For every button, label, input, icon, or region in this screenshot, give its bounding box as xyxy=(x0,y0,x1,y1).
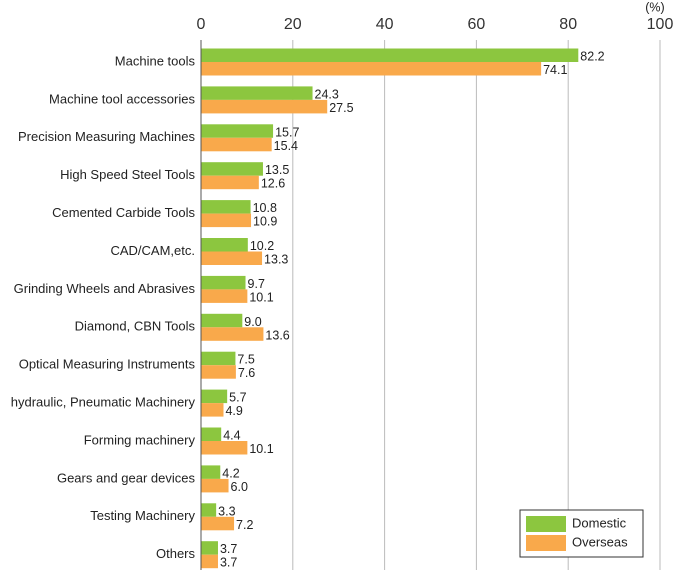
bar xyxy=(201,162,263,176)
bar xyxy=(201,465,221,479)
bar xyxy=(201,403,224,417)
bar xyxy=(201,327,264,341)
bar xyxy=(201,503,217,517)
x-tick-label: 100 xyxy=(647,16,674,33)
legend-swatch xyxy=(526,535,566,551)
unit-label: (%) xyxy=(645,0,664,14)
y-tick-label: Others xyxy=(156,546,196,561)
y-tick-label: CAD/CAM,etc. xyxy=(110,243,195,258)
value-label: 7.2 xyxy=(236,518,253,532)
value-label: 27.5 xyxy=(329,101,353,115)
value-label: 3.7 xyxy=(220,542,237,556)
value-label: 82.2 xyxy=(580,50,604,64)
value-label: 10.2 xyxy=(250,239,274,253)
value-label: 5.7 xyxy=(229,391,246,405)
bar xyxy=(201,389,228,404)
bar xyxy=(201,200,251,214)
y-tick-label: Grinding Wheels and Abrasives xyxy=(14,281,196,296)
value-label: 6.0 xyxy=(231,480,248,494)
bar xyxy=(201,275,246,290)
value-label: 3.7 xyxy=(220,556,237,570)
value-label: 9.7 xyxy=(248,277,265,291)
y-tick-label: Cemented Carbide Tools xyxy=(52,205,195,220)
y-tick-label: hydraulic, Pneumatic Machinery xyxy=(11,395,196,410)
bar xyxy=(201,99,328,114)
x-tick-label: 80 xyxy=(559,16,577,33)
value-label: 7.5 xyxy=(237,353,254,367)
y-tick-label: Optical Measuring Instruments xyxy=(19,357,196,372)
value-label: 10.8 xyxy=(253,201,277,215)
bar xyxy=(201,251,263,265)
value-label: 9.0 xyxy=(244,315,261,329)
bar xyxy=(201,478,229,493)
y-tick-label: Machine tool accessories xyxy=(49,91,195,106)
value-label: 4.9 xyxy=(225,404,242,418)
y-tick-label: Machine tools xyxy=(115,53,196,68)
legend-label: Domestic xyxy=(572,515,627,530)
value-label: 24.3 xyxy=(315,87,339,101)
bar xyxy=(201,289,248,303)
value-label: 10.9 xyxy=(253,215,277,229)
value-label: 13.3 xyxy=(264,253,288,267)
y-tick-label: Forming machinery xyxy=(84,432,196,447)
x-tick-label: 20 xyxy=(284,16,302,33)
value-label: 10.1 xyxy=(249,290,273,304)
x-tick-label: 0 xyxy=(197,16,206,33)
bar xyxy=(201,137,272,152)
y-tick-label: Precision Measuring Machines xyxy=(18,129,196,144)
bar xyxy=(201,541,218,555)
y-tick-label: Diamond, CBN Tools xyxy=(75,319,196,334)
x-tick-label: 60 xyxy=(468,16,486,33)
value-label: 10.1 xyxy=(249,442,273,456)
legend-label: Overseas xyxy=(572,534,628,549)
bar xyxy=(201,554,218,569)
y-tick-label: High Speed Steel Tools xyxy=(60,167,195,182)
bar xyxy=(201,175,259,190)
value-label: 4.2 xyxy=(222,466,239,480)
bar xyxy=(201,86,313,100)
value-label: 13.6 xyxy=(265,328,289,342)
value-label: 12.6 xyxy=(261,177,285,191)
x-tick-label: 40 xyxy=(376,16,394,33)
value-label: 15.4 xyxy=(274,139,298,153)
value-label: 3.3 xyxy=(218,504,235,518)
value-label: 4.4 xyxy=(223,429,240,443)
bar xyxy=(201,213,252,228)
bar xyxy=(201,124,274,138)
value-label: 7.6 xyxy=(238,366,255,380)
bar xyxy=(201,48,579,62)
y-tick-label: Gears and gear devices xyxy=(57,470,196,485)
y-tick-label: Testing Machinery xyxy=(90,508,195,523)
legend-swatch xyxy=(526,516,566,532)
bar xyxy=(201,441,248,455)
bar xyxy=(201,365,236,379)
bar xyxy=(201,351,236,366)
bar xyxy=(201,238,248,252)
value-label: 74.1 xyxy=(543,63,567,77)
bar xyxy=(201,516,235,531)
bar xyxy=(201,427,222,441)
value-label: 15.7 xyxy=(275,125,299,139)
bar xyxy=(201,62,542,76)
value-label: 13.5 xyxy=(265,163,289,177)
bar xyxy=(201,313,243,328)
